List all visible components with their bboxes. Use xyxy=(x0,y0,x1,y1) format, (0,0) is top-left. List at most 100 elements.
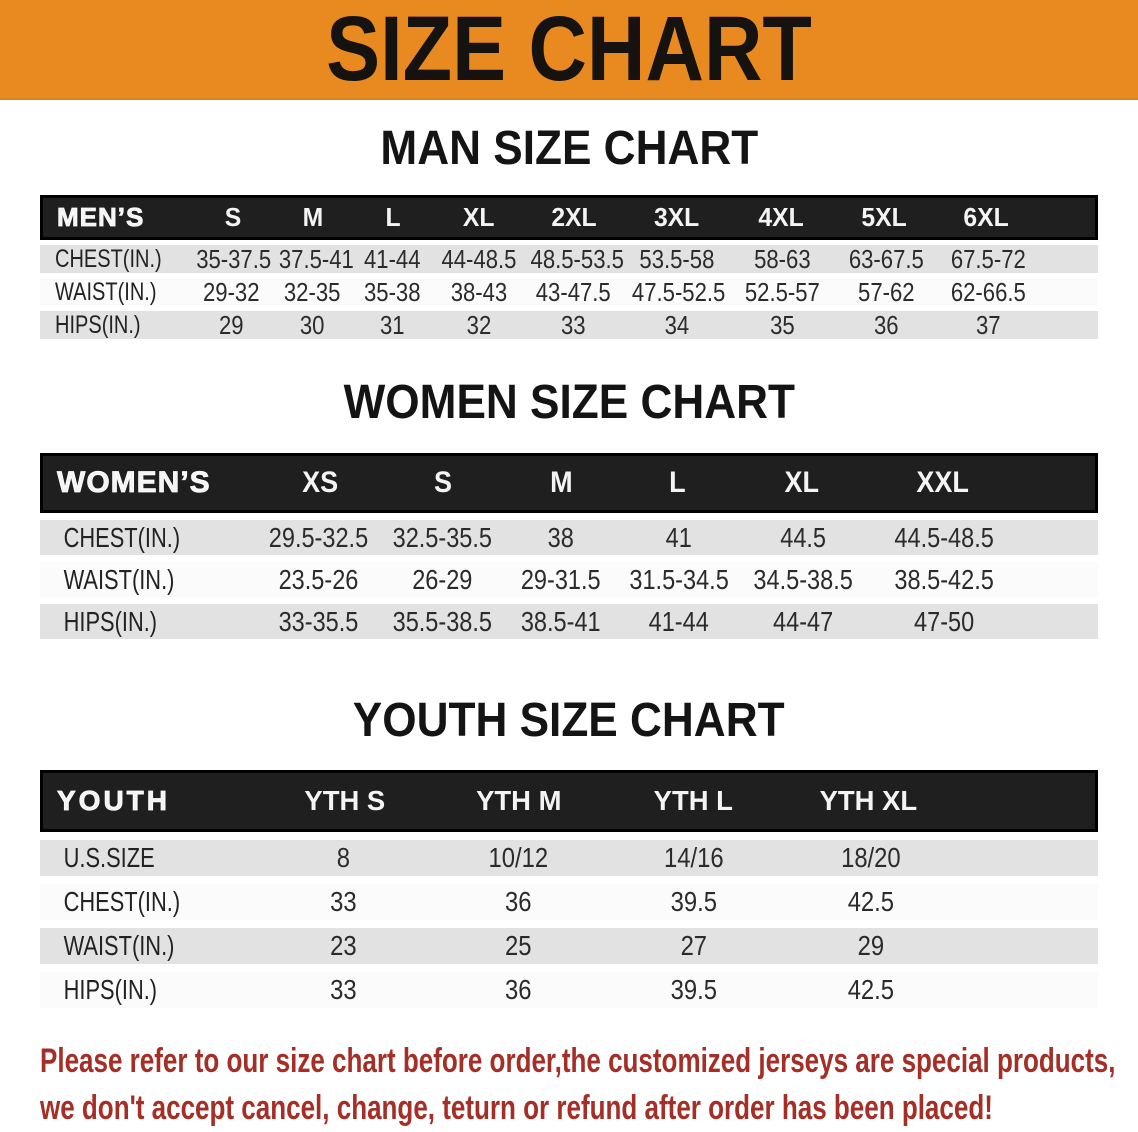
column-header-cell: YTH XL xyxy=(819,785,918,816)
column-header-cell: 4XL xyxy=(758,202,804,232)
value-cell: 34 xyxy=(664,309,690,340)
value-cell: 41 xyxy=(665,521,692,553)
footer-note-line2: we don't accept cancel, change, teturn o… xyxy=(40,1089,993,1127)
value-cell: 47.5-52.5 xyxy=(631,276,726,307)
value-cell: 53.5-58 xyxy=(639,243,715,274)
table-header-row: YOUTH YTH S YTH M YTH L YTH XL xyxy=(40,770,1098,832)
value-cell: 30 xyxy=(299,309,325,340)
value-cell: 39.5 xyxy=(670,974,717,1005)
value-cell: 10/12 xyxy=(488,842,549,873)
value-cell: 29 xyxy=(857,930,884,961)
row-label-cell: WAIST(IN.) xyxy=(63,930,175,961)
value-cell: 67.5-72 xyxy=(950,243,1026,274)
value-cell: 36 xyxy=(505,886,532,917)
column-header-cell: XL xyxy=(784,466,820,499)
table-header-row: MEN’S S M L XL 2XL 3XL 4XL 5XL 6XL xyxy=(40,195,1098,240)
value-cell: 35.5-38.5 xyxy=(392,605,492,637)
value-cell: 35-38 xyxy=(364,276,421,307)
value-cell: 44-48.5 xyxy=(441,243,516,274)
mens-size-table: MEN’S S M L XL 2XL 3XL 4XL 5XL 6XL CHEST(IN.) 35-37… xyxy=(40,195,1098,340)
value-cell: 42.5 xyxy=(847,886,894,917)
value-cell: 62-66.5 xyxy=(950,276,1026,307)
page-title: SIZE CHART xyxy=(326,0,812,100)
column-header-cell: M xyxy=(549,466,573,499)
value-cell: 39.5 xyxy=(670,886,717,917)
value-cell: 31 xyxy=(379,309,405,340)
value-cell: 38.5-41 xyxy=(521,605,601,637)
value-cell: 44-47 xyxy=(773,605,834,637)
man-section-heading: MAN SIZE CHART xyxy=(0,122,1138,175)
table-row: CHEST(IN.) 29.5-32.5 32.5-35.5 38 41 44.5 44.5… xyxy=(40,520,1098,555)
table-row: WAIST(IN.) 23 25 27 29 xyxy=(40,928,1098,964)
value-cell: 14/16 xyxy=(664,842,724,873)
column-header-cell: S xyxy=(225,202,242,232)
youth-size-table: YOUTH YTH S YTH M YTH L YTH XL U.S.SIZE 8 10/12… xyxy=(40,770,1098,1008)
value-cell: 23.5-26 xyxy=(278,563,359,595)
value-cell: 38 xyxy=(547,521,575,553)
table-row: WAIST(IN.) 29-32 32-35 35-38 38-43 43-47.5 47.… xyxy=(40,276,1098,307)
value-cell: 36 xyxy=(505,974,532,1005)
row-label-cell: CHEST(IN.) xyxy=(63,521,181,553)
value-cell: 44.5-48.5 xyxy=(894,521,995,553)
column-header-cell: YTH S xyxy=(303,785,385,816)
value-cell: 32-35 xyxy=(283,276,341,307)
value-cell: 38.5-42.5 xyxy=(894,563,995,595)
value-cell: 35-37.5 xyxy=(196,243,272,274)
value-cell: 44.5 xyxy=(780,521,827,553)
column-header-cell: XXL xyxy=(916,466,969,499)
column-header-cell: YTH M xyxy=(476,785,562,816)
table-title-cell: WOMEN’S xyxy=(57,466,211,500)
value-cell: 25 xyxy=(505,930,532,961)
row-label-cell: WAIST(IN.) xyxy=(55,277,157,306)
value-cell: 18/20 xyxy=(840,842,901,873)
table-row: CHEST(IN.) 33 36 39.5 42.5 xyxy=(40,884,1098,920)
value-cell: 8 xyxy=(336,842,350,873)
value-cell: 29.5-32.5 xyxy=(268,521,368,553)
value-cell: 33 xyxy=(561,309,587,340)
row-label-cell: HIPS(IN.) xyxy=(55,310,141,339)
value-cell: 42.5 xyxy=(847,974,894,1005)
value-cell: 47-50 xyxy=(914,605,975,637)
table-row: HIPS(IN.) 29 30 31 32 33 34 35 36 37 xyxy=(40,309,1098,340)
value-cell: 29 xyxy=(219,309,244,340)
youth-section-heading: YOUTH SIZE CHART xyxy=(0,694,1138,747)
man-section-heading-text: MAN SIZE CHART xyxy=(380,122,758,175)
value-cell: 33-35.5 xyxy=(278,605,359,637)
column-header-cell: 3XL xyxy=(653,202,699,232)
table-row: CHEST(IN.) 35-37.5 37.5-41 41-44 44-48.5 48.5… xyxy=(40,243,1098,274)
value-cell: 43-47.5 xyxy=(536,276,612,307)
column-header-cell: 6XL xyxy=(963,202,1009,232)
value-cell: 36 xyxy=(873,309,899,340)
value-cell: 38-43 xyxy=(450,276,507,307)
women-section-heading: WOMEN SIZE CHART xyxy=(0,379,1138,427)
value-cell: 32.5-35.5 xyxy=(392,521,492,553)
table-title-cell: MEN’S xyxy=(57,202,145,233)
column-header-cell: M xyxy=(303,202,324,232)
row-label-cell: U.S.SIZE xyxy=(63,842,155,873)
value-cell: 23 xyxy=(329,930,357,961)
value-cell: 33 xyxy=(329,886,357,917)
value-cell: 37 xyxy=(976,309,1001,340)
value-cell: 34.5-38.5 xyxy=(753,563,854,595)
value-cell: 29-31.5 xyxy=(521,563,601,595)
value-cell: 32 xyxy=(466,309,491,340)
table-header-row: WOMEN’S XS S M L XL XXL xyxy=(40,453,1098,513)
value-cell: 41-44 xyxy=(648,605,709,637)
value-cell: 29-32 xyxy=(203,276,260,307)
value-cell: 35 xyxy=(769,309,795,340)
row-label-cell: CHEST(IN.) xyxy=(63,886,181,917)
value-cell: 57-62 xyxy=(857,276,915,307)
column-header-cell: 2XL xyxy=(551,202,597,232)
row-label-cell: CHEST(IN.) xyxy=(55,244,162,273)
table-row: U.S.SIZE 8 10/12 14/16 18/20 xyxy=(40,840,1098,876)
value-cell: 58-63 xyxy=(753,243,811,274)
value-cell: 52.5-57 xyxy=(744,276,820,307)
table-row: HIPS(IN.) 33-35.5 35.5-38.5 38.5-41 41-44 44-… xyxy=(40,604,1098,639)
table-row: WAIST(IN.) 23.5-26 26-29 29-31.5 31.5-34.5 34… xyxy=(40,562,1098,597)
youth-section-heading-text: YOUTH SIZE CHART xyxy=(353,694,785,747)
value-cell: 37.5-41 xyxy=(278,243,354,274)
value-cell: 48.5-53.5 xyxy=(531,243,625,274)
column-header-cell: XL xyxy=(463,202,495,232)
value-cell: 63-67.5 xyxy=(848,243,924,274)
